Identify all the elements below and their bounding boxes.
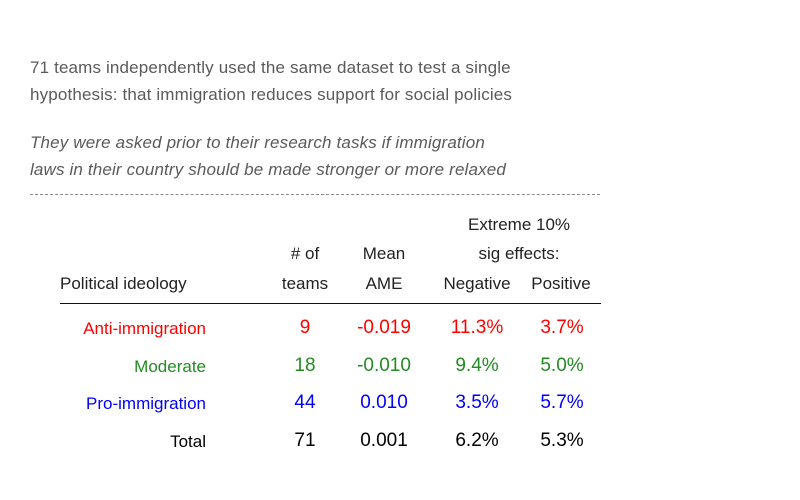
header-teams-line-2: teams <box>281 274 329 293</box>
cell-positive: 5.3% <box>540 430 584 452</box>
header-negative: Negative <box>443 274 511 293</box>
cell-teams: 44 <box>294 392 316 414</box>
header-ame-line-1: Mean <box>362 244 406 263</box>
cell-ideology: Total <box>170 432 206 452</box>
header-teams-line-1: # of <box>290 244 320 263</box>
header-extreme-line-1: Extreme 10% <box>467 215 571 234</box>
header-extreme-line-2: sig effects: <box>478 244 560 263</box>
cell-teams: 18 <box>294 354 316 376</box>
cell-ideology: Moderate <box>134 356 206 376</box>
cell-teams: 71 <box>294 430 316 452</box>
cell-mean-ame: -0.010 <box>357 354 411 376</box>
cell-mean-ame: 0.001 <box>360 430 408 452</box>
cell-negative: 6.2% <box>455 430 499 452</box>
cell-positive: 5.0% <box>540 354 584 376</box>
cell-mean-ame: -0.019 <box>357 317 411 338</box>
question-text: They were asked prior to their research … <box>30 129 506 183</box>
cell-ideology: Anti-immigration <box>83 319 206 338</box>
cell-ideology: Pro-immigration <box>86 394 206 414</box>
cell-negative: 11.3% <box>450 317 504 338</box>
header-positive: Positive <box>531 274 591 293</box>
intro-text: 71 teams independently used the same dat… <box>30 54 512 108</box>
header-rule <box>60 303 601 304</box>
intro-line-1: 71 teams independently used the same dat… <box>30 58 511 77</box>
question-line-1: They were asked prior to their research … <box>30 133 485 152</box>
cell-positive: 5.7% <box>540 392 584 414</box>
cell-mean-ame: 0.010 <box>360 392 408 414</box>
cell-negative: 9.4% <box>455 354 499 376</box>
cell-positive: 3.7% <box>540 317 584 338</box>
cell-teams: 9 <box>299 317 311 338</box>
intro-line-2: hypothesis: that immigration reduces sup… <box>30 85 513 104</box>
header-political-ideology: Political ideology <box>60 274 187 293</box>
question-line-2: laws in their country should be made str… <box>30 160 506 179</box>
dashed-divider <box>30 194 600 195</box>
header-ame-line-2: AME <box>365 274 403 293</box>
cell-negative: 3.5% <box>455 392 499 414</box>
